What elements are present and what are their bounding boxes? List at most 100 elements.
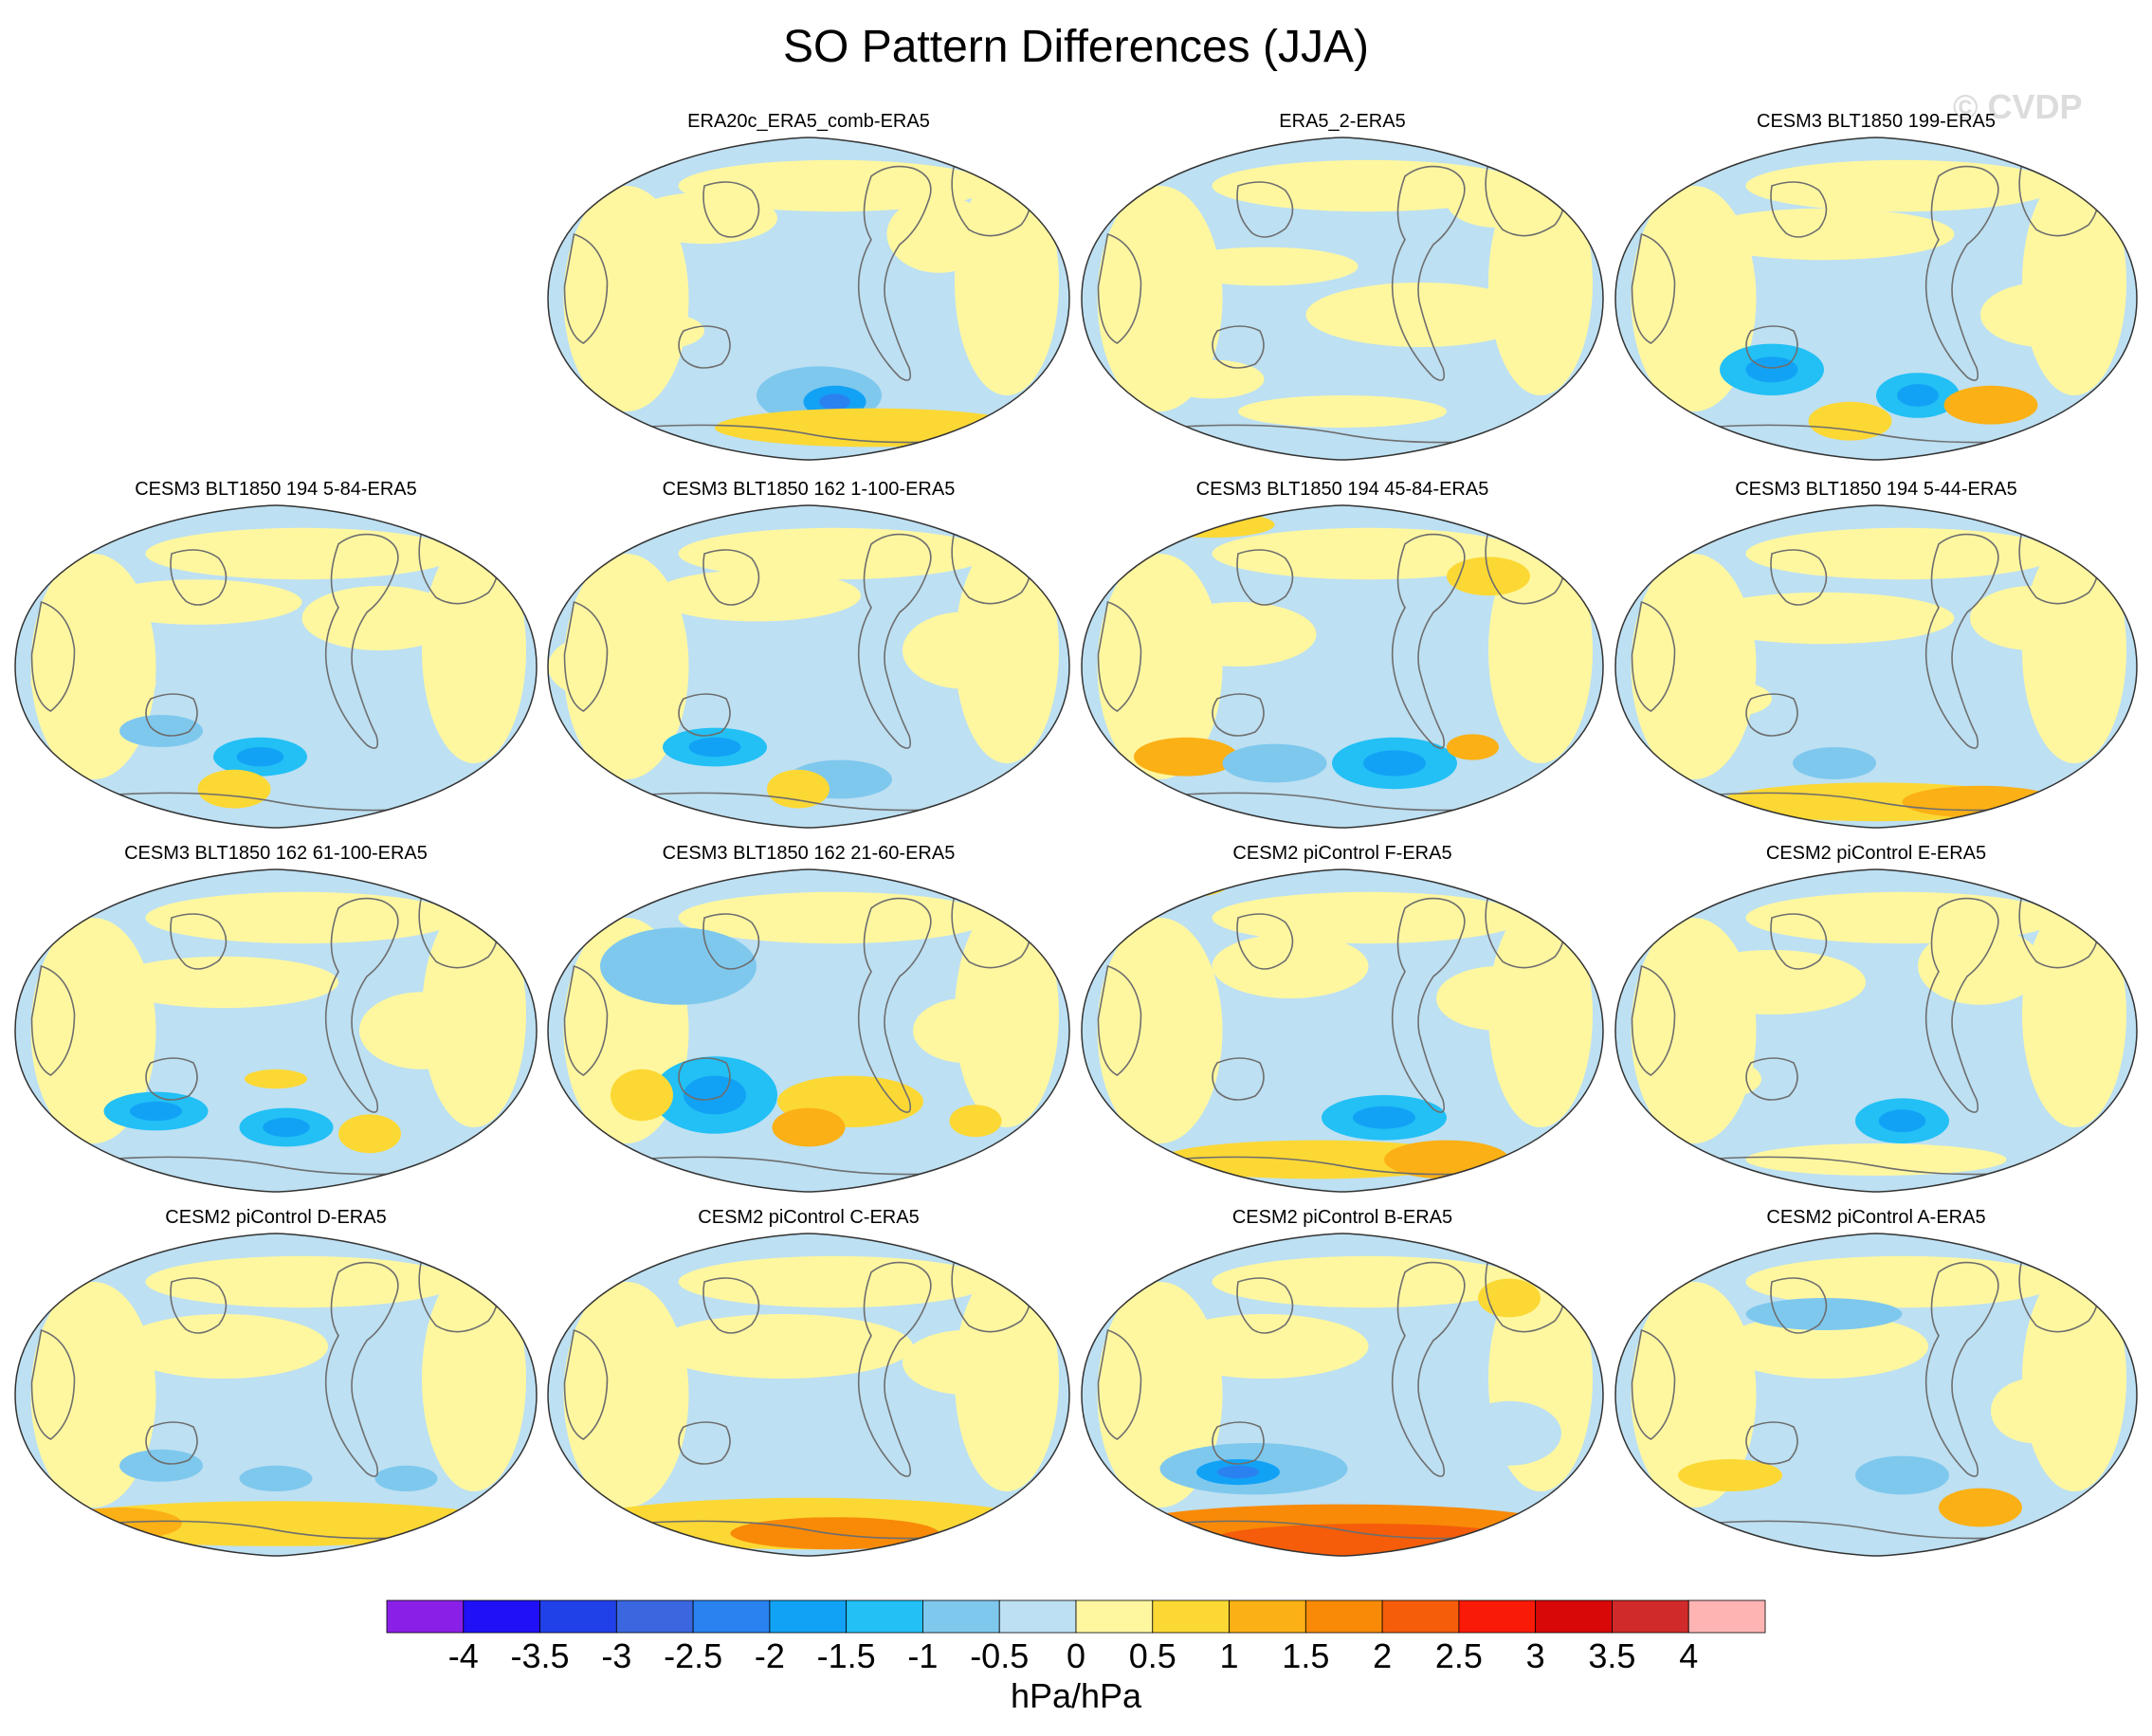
contour-region [1436,966,1561,1031]
coastline [1391,533,1466,749]
panel-title: CESM3 BLT1850 199-ERA5 [1757,111,1996,132]
panel-map [547,504,1070,829]
contour-region [338,1114,401,1154]
coastline [678,1421,731,1465]
map-border [1614,868,2138,1193]
panel-map [1081,504,1604,829]
panel-map [14,868,538,1193]
coastline [1745,325,1798,369]
contour-region [1897,384,1939,407]
coastline [30,964,76,1076]
contour-region [903,612,1028,689]
map-border [1081,504,1604,829]
coastline [702,181,760,238]
panel-map [14,1233,538,1557]
contour-region [1631,554,1757,779]
colorbar-swatch [615,1599,694,1634]
contour-region [422,538,526,763]
cvdp-watermark: © CVDP [1953,87,2083,126]
contour-region [886,195,992,273]
coastline [1097,1328,1142,1440]
panel-title: CESM2 piControl A-ERA5 [1766,1207,1986,1228]
coastline [145,1057,198,1101]
panel-title: CESM2 piControl C-ERA5 [698,1207,920,1228]
coastline [857,897,932,1113]
colorbar-tick-label: 1.5 [1282,1636,1330,1675]
contour-region [819,393,850,411]
colorbar-tick-label: 4 [1679,1636,1699,1675]
contour-region [949,1105,1002,1138]
contour-region [1123,872,1228,899]
contour-region [1678,1459,1782,1491]
contour-region [1693,208,1955,261]
coastline [30,1328,76,1440]
coastline [1236,913,1294,970]
coastline [678,325,731,369]
colorbar-swatch [1687,1599,1766,1634]
panel-title: CESM3 BLT1850 194 5-84-ERA5 [135,479,417,500]
contour-region [611,1069,673,1122]
contour-region [57,1508,182,1540]
coastline [1212,1057,1265,1101]
contour-region [2022,902,2126,1127]
contour-region [1363,750,1426,777]
contour-region [301,586,459,650]
colorbar-tick-label: -3.5 [510,1636,570,1675]
coastline [1236,1277,1294,1334]
contour-region [1305,283,1536,347]
coastline [324,897,399,1113]
contour-region [1097,186,1223,411]
contour-region [1631,918,1757,1143]
contour-region [1991,1379,2074,1443]
contour-region [652,1314,913,1379]
coastline [1212,325,1265,369]
panel-title: CESM2 piControl F-ERA5 [1232,843,1452,864]
panel-map [547,1233,1070,1557]
panel-map [14,504,538,829]
contour-region [1097,918,1223,1143]
contour-region [1353,1106,1415,1129]
contour-region [548,634,652,699]
contour-region [1745,527,2059,580]
contour-region [1678,1059,1761,1099]
contour-region [93,579,302,625]
contour-region [422,1266,526,1491]
coastline [170,1277,228,1334]
colorbar-tick-label: -2 [754,1636,785,1675]
coastline [678,693,731,737]
contour-region [239,1465,313,1491]
contour-region [197,769,271,809]
colorbar-tick-label: 2 [1373,1636,1393,1675]
contour-region [119,715,203,747]
map-border [1081,868,1604,1193]
coastline [857,533,932,749]
contour-region [1745,356,1798,383]
contour-region [359,992,484,1069]
coastline [1924,1261,1999,1477]
map-border [14,1233,538,1557]
contour-region [1212,1524,1525,1556]
contour-region [145,891,459,944]
contour-region [245,1069,307,1089]
colorbar-tick-label: 0.5 [1128,1636,1176,1675]
contour-region [1970,586,2095,650]
coastline [30,600,76,712]
colorbar-swatch [1152,1599,1230,1634]
contour-region [730,1517,939,1550]
contour-region [130,1101,182,1122]
contour-region [263,1117,310,1138]
contour-region [1447,557,1530,596]
colorbar-swatch [922,1599,1000,1634]
contour-region [1159,602,1317,667]
contour-region [1668,679,1772,719]
panel-title: CESM3 BLT1850 162 1-100-ERA5 [662,479,956,500]
contour-region [109,956,338,1009]
coastline [563,232,609,344]
coastline [170,549,228,606]
colorbar-tick-label: 2.5 [1434,1636,1483,1675]
coastline [857,165,932,381]
colorbar-swatch [1075,1599,1154,1634]
contour-region [119,1449,203,1482]
contour-region [1902,785,2059,818]
